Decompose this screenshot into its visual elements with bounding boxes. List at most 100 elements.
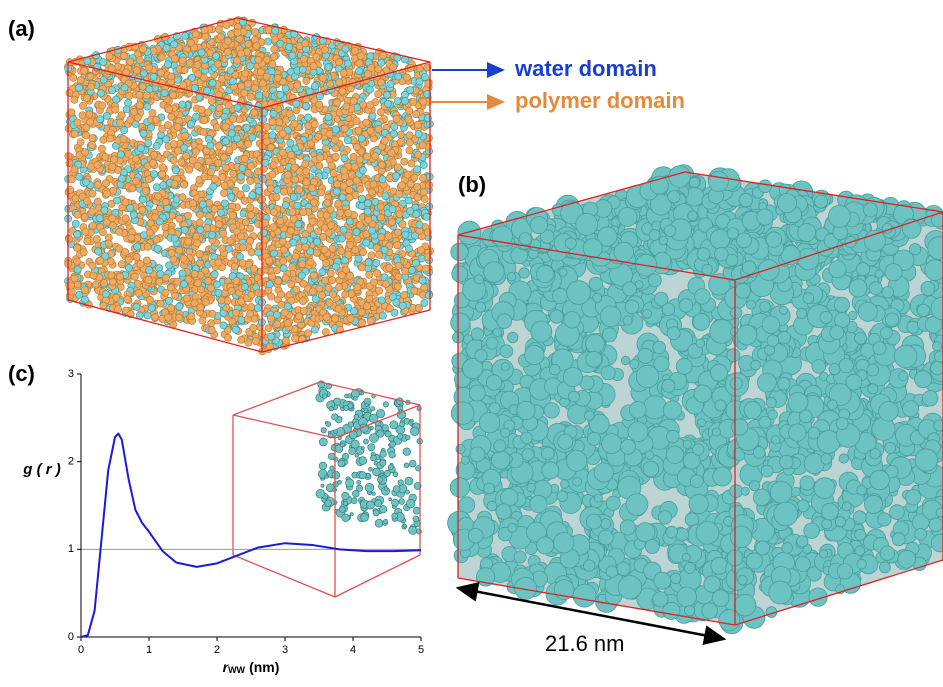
molecule xyxy=(381,246,388,253)
molecule xyxy=(213,281,220,288)
molecule xyxy=(395,273,402,280)
molecule xyxy=(312,296,319,303)
molecule xyxy=(291,164,298,171)
molecule xyxy=(253,42,260,49)
molecule xyxy=(378,297,385,304)
molecule xyxy=(408,267,415,274)
molecule xyxy=(250,324,257,331)
molecule xyxy=(302,161,309,168)
molecule xyxy=(290,194,297,201)
molecule xyxy=(143,257,150,264)
molecule xyxy=(404,171,411,178)
molecule xyxy=(341,125,348,132)
molecule xyxy=(221,190,228,197)
panel-a xyxy=(64,17,433,356)
molecule xyxy=(108,272,115,279)
molecule xyxy=(364,153,371,160)
molecule xyxy=(71,130,78,137)
molecule xyxy=(112,96,119,103)
molecule xyxy=(180,144,187,151)
molecule xyxy=(393,115,400,122)
molecule xyxy=(414,121,421,128)
molecule xyxy=(335,65,342,72)
molecule xyxy=(313,249,320,256)
water-cluster xyxy=(560,480,569,489)
molecule xyxy=(234,135,241,142)
molecule xyxy=(247,162,254,169)
molecule xyxy=(164,61,171,68)
molecule xyxy=(192,31,199,38)
molecule xyxy=(136,57,143,64)
molecule xyxy=(379,176,386,183)
molecule xyxy=(389,219,396,226)
molecule xyxy=(201,117,208,124)
molecule xyxy=(193,233,200,240)
molecule xyxy=(227,67,234,74)
molecule xyxy=(176,247,183,254)
molecule xyxy=(300,237,307,244)
molecule xyxy=(345,210,352,217)
molecule xyxy=(109,222,116,229)
molecule xyxy=(98,145,105,152)
molecule xyxy=(95,248,102,255)
molecule xyxy=(373,244,380,251)
molecule xyxy=(144,243,151,250)
molecule xyxy=(356,156,363,163)
molecule xyxy=(326,130,333,137)
molecule xyxy=(413,211,420,218)
molecule xyxy=(412,259,419,266)
molecule xyxy=(140,70,147,77)
molecule xyxy=(198,49,205,56)
molecule xyxy=(86,111,93,118)
molecule xyxy=(346,194,353,201)
molecule xyxy=(130,108,137,115)
molecule xyxy=(281,309,288,316)
molecule xyxy=(219,173,226,180)
molecule xyxy=(323,260,330,267)
molecule xyxy=(187,39,194,46)
molecule xyxy=(122,215,129,222)
molecule xyxy=(271,46,278,53)
molecule xyxy=(127,116,134,123)
molecule xyxy=(278,301,285,308)
molecule xyxy=(354,236,361,243)
molecule xyxy=(201,173,208,180)
molecule xyxy=(181,67,188,74)
molecule xyxy=(154,245,161,252)
molecule xyxy=(89,222,96,229)
molecule xyxy=(263,138,270,145)
molecule xyxy=(255,249,262,256)
molecule xyxy=(393,299,400,306)
molecule xyxy=(74,244,81,251)
molecule xyxy=(94,181,101,188)
molecule xyxy=(196,219,203,226)
molecule xyxy=(243,124,250,131)
molecule xyxy=(89,262,96,269)
figure: 0123012345 (a) (b) (c) water domain poly… xyxy=(0,0,943,682)
molecule xyxy=(237,191,244,198)
molecule xyxy=(71,275,78,282)
molecule xyxy=(160,182,167,189)
molecule xyxy=(84,58,91,65)
molecule xyxy=(330,291,337,298)
molecule xyxy=(395,283,402,290)
molecule xyxy=(189,157,196,164)
molecule xyxy=(386,264,393,271)
molecule xyxy=(366,295,373,302)
molecule xyxy=(157,69,164,76)
molecule xyxy=(153,142,160,149)
molecule xyxy=(117,119,124,126)
molecule xyxy=(265,27,272,34)
molecule xyxy=(358,195,365,202)
molecule xyxy=(396,190,403,197)
molecule xyxy=(380,52,387,59)
molecule xyxy=(68,176,75,183)
molecule xyxy=(217,33,224,40)
molecule xyxy=(406,139,413,146)
molecule xyxy=(262,219,269,226)
molecule xyxy=(269,132,276,139)
molecule xyxy=(244,140,251,147)
molecule xyxy=(223,22,230,29)
molecule xyxy=(238,317,245,324)
molecule xyxy=(82,228,89,235)
